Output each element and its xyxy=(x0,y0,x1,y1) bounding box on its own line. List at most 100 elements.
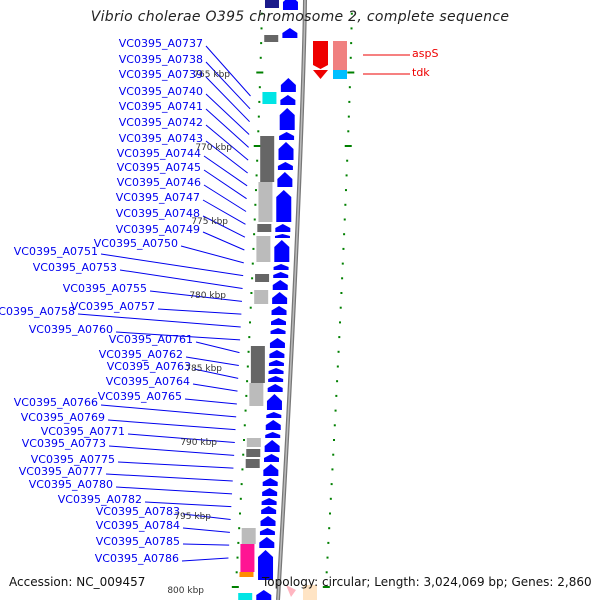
label-leader-line xyxy=(184,398,237,405)
scale-tick xyxy=(336,380,339,383)
scale-tick xyxy=(341,277,344,280)
scale-tick xyxy=(347,130,350,133)
gene-label-aspS[interactable]: aspS xyxy=(412,47,439,60)
feature-box xyxy=(249,383,264,406)
gene-label[interactable]: VC0395_A0747 xyxy=(115,191,200,204)
gene-label[interactable]: VC0395_A0785 xyxy=(95,535,180,548)
gene-label[interactable]: VC0395_A0737 xyxy=(118,37,203,50)
gene-label[interactable]: VC0395_A0755 xyxy=(62,282,147,295)
gene-label[interactable]: VC0395_A0746 xyxy=(116,176,201,189)
forward-gene-arrow xyxy=(269,338,285,348)
scale-tick xyxy=(237,541,240,544)
scale-tick xyxy=(259,56,262,59)
gene-label[interactable]: VC0395_A0738 xyxy=(118,53,203,66)
scale-tick xyxy=(341,262,344,265)
gene-label[interactable]: VC0395_A0763 xyxy=(106,360,191,373)
feature-box xyxy=(238,593,253,600)
forward-gene-arrow xyxy=(274,240,290,262)
label-leader-line xyxy=(117,461,234,469)
gene-label[interactable]: VC0395_A0760 xyxy=(28,323,113,336)
forward-gene-arrow xyxy=(267,384,283,392)
scale-tick xyxy=(345,174,348,177)
feature-box xyxy=(240,544,255,572)
kbp-label: 780 kbp xyxy=(189,291,226,301)
gene-label[interactable]: VC0395_A0739 xyxy=(118,68,203,81)
scale-tick xyxy=(335,394,338,397)
gene-label[interactable]: VC0395_A0740 xyxy=(118,85,203,98)
scale-tick xyxy=(339,321,342,324)
gene-label[interactable]: VC0395_A0749 xyxy=(115,223,200,236)
gene-label[interactable]: VC0395_A0761 xyxy=(108,333,193,346)
scale-tick xyxy=(344,145,352,147)
forward-gene-arrow xyxy=(280,95,296,105)
scale-tick xyxy=(248,336,251,339)
gene-label[interactable]: VC0395_A0766 xyxy=(13,396,98,409)
gene-label[interactable]: VC0395_A0786 xyxy=(94,552,179,565)
scale-tick xyxy=(350,12,353,15)
forward-gene-arrow xyxy=(259,528,275,535)
gene-label[interactable]: VC0395_A0741 xyxy=(118,100,203,113)
gene-label[interactable]: VC0395_A0777 xyxy=(18,465,103,478)
label-leader-line xyxy=(203,184,247,212)
label-leader-line xyxy=(205,140,248,174)
label-leader-line xyxy=(202,215,246,238)
feature-box xyxy=(255,274,270,282)
scale-tick xyxy=(249,321,252,324)
scale-tick xyxy=(258,100,261,103)
gene-label[interactable]: VC0395_A0775 xyxy=(30,453,115,466)
scale-tick xyxy=(342,247,345,250)
kbp-label: 795 kbp xyxy=(174,512,211,522)
scale-tick xyxy=(238,527,241,530)
gene-label[interactable]: VC0395_A0753 xyxy=(32,261,117,274)
scale-tick xyxy=(243,439,246,441)
aspS-gene-arrow xyxy=(313,41,328,69)
forward-gene-arrow xyxy=(266,394,282,410)
gene-label[interactable]: VC0395_A0748 xyxy=(115,207,200,220)
gene-label[interactable]: VC0395_A0782 xyxy=(57,493,142,506)
label-leader-line xyxy=(205,108,249,148)
label-leader-line xyxy=(205,93,250,135)
label-leader-line xyxy=(182,513,231,520)
feature-box xyxy=(260,136,275,182)
gene-label[interactable]: VC0395_A0743 xyxy=(118,132,203,145)
feature-arrow xyxy=(286,585,296,597)
kbp-label: 770 kbp xyxy=(195,143,232,153)
scale-tick xyxy=(246,365,249,368)
scale-tick xyxy=(330,483,333,486)
gene-label[interactable]: VC0395_A0758 xyxy=(0,305,75,318)
scale-tick xyxy=(349,56,352,59)
scale-tick xyxy=(241,468,244,471)
gene-label[interactable]: VC0395_A0742 xyxy=(118,116,203,129)
gene-label[interactable]: VC0395_A0751 xyxy=(13,245,98,258)
gene-label[interactable]: VC0395_A0757 xyxy=(70,300,155,313)
label-leader-line xyxy=(195,341,240,354)
forward-gene-arrow xyxy=(271,318,287,325)
scale-tick xyxy=(246,380,249,383)
forward-gene-arrow xyxy=(262,478,278,486)
label-leader-line xyxy=(202,231,245,251)
scale-tick xyxy=(327,541,330,544)
gene-label-tdk[interactable]: tdk xyxy=(412,66,430,79)
gene-label[interactable]: VC0395_A0744 xyxy=(116,147,201,160)
gene-label[interactable]: VC0395_A0783 xyxy=(95,505,180,518)
gene-label[interactable]: VC0395_A0771 xyxy=(40,425,125,438)
gene-label[interactable]: VC0395_A0765 xyxy=(97,390,182,403)
gene-label[interactable]: VC0395_A0773 xyxy=(21,437,106,450)
gene-label[interactable]: VC0395_A0769 xyxy=(20,411,105,424)
gene-label[interactable]: VC0395_A0780 xyxy=(28,478,113,491)
scale-tick xyxy=(253,233,256,236)
gene-label[interactable]: VC0395_A0764 xyxy=(105,375,190,388)
label-leader-line xyxy=(205,45,251,97)
scale-tick xyxy=(244,409,247,412)
label-leader-line xyxy=(203,169,247,200)
label-leader-line xyxy=(182,527,230,533)
forward-gene-arrow xyxy=(265,420,281,430)
gene-label[interactable]: VC0395_A0750 xyxy=(93,237,178,250)
scale-tick xyxy=(329,512,332,515)
gene-label[interactable]: VC0395_A0745 xyxy=(116,161,201,174)
scale-tick xyxy=(256,71,264,74)
gene-label[interactable]: VC0395_A0762 xyxy=(98,348,183,361)
gene-label[interactable]: VC0395_A0784 xyxy=(95,519,180,532)
kbp-label: 775 kbp xyxy=(191,217,228,227)
label-leader-line xyxy=(182,543,230,546)
